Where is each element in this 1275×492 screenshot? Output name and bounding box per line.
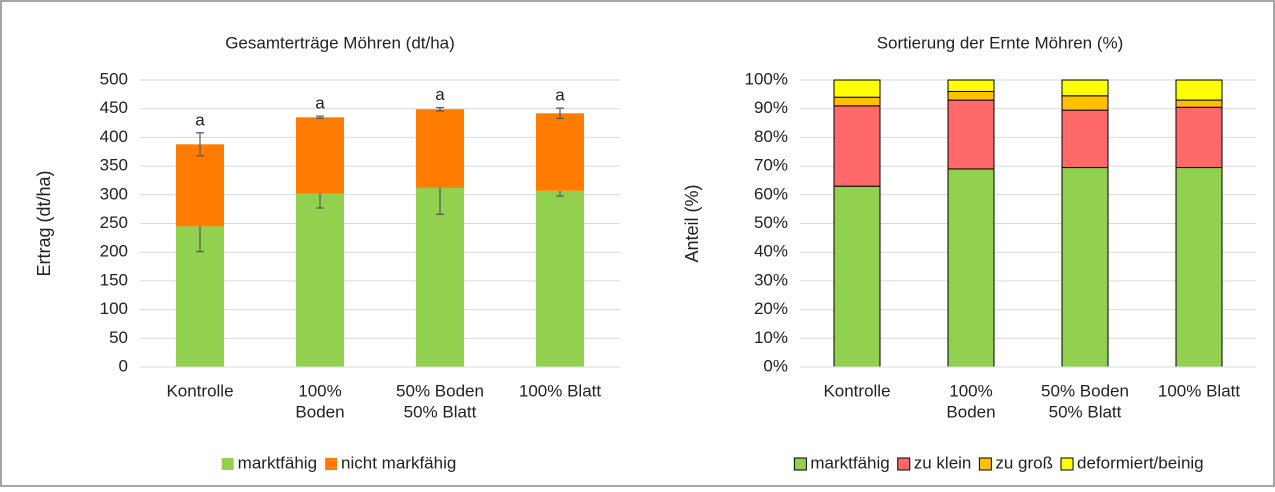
bar-segment xyxy=(1175,167,1223,368)
bar-segment xyxy=(296,193,344,367)
legend-label: zu klein xyxy=(914,453,972,472)
annotation: a xyxy=(195,110,205,129)
legend: marktfähig zu klein zu groß deformiert/bein… xyxy=(793,453,1204,472)
x-tick-label: 50% Boden xyxy=(396,381,484,400)
y-tick-label: 50 xyxy=(109,328,128,347)
bar-segment xyxy=(947,99,995,170)
bar-segment xyxy=(947,90,995,101)
y-tick-label: 300 xyxy=(100,184,128,203)
x-tick-label: 50% Blatt xyxy=(1049,402,1122,421)
legend-swatch xyxy=(1060,457,1074,471)
error-bar xyxy=(436,106,444,112)
y-axis-label: Anteil (%) xyxy=(682,184,702,262)
error-bar xyxy=(556,107,564,120)
y-tick-label: 450 xyxy=(100,98,128,117)
bar-segment xyxy=(416,109,464,188)
y-tick-label: 50% xyxy=(754,213,788,232)
chart-title: Sortierung der Ernte Möhren (%) xyxy=(877,33,1124,52)
y-tick-label: 80% xyxy=(754,127,788,146)
annotation: a xyxy=(555,86,565,105)
y-tick-label: 200 xyxy=(100,242,128,261)
bar-segment xyxy=(296,117,344,194)
y-tick-label: 20% xyxy=(754,299,788,318)
annotation: a xyxy=(315,94,325,113)
bar-segment xyxy=(833,79,881,98)
legend-swatch xyxy=(793,457,807,471)
x-tick-label: 100% Blatt xyxy=(519,381,601,400)
legend-swatch xyxy=(978,457,992,471)
x-tick-label: Kontrolle xyxy=(166,381,233,400)
bar-segment xyxy=(833,96,881,107)
bar-segment xyxy=(1061,79,1109,97)
y-tick-label: 0% xyxy=(763,356,788,375)
legend-swatch xyxy=(325,458,338,470)
x-tick-label: 50% Blatt xyxy=(404,402,477,421)
y-tick-label: 150 xyxy=(100,270,128,289)
y-tick-label: 40% xyxy=(754,242,788,261)
x-tick-label: Boden xyxy=(946,402,995,421)
error-bar xyxy=(316,115,324,120)
y-tick-label: 100% xyxy=(745,69,788,88)
bar-segment xyxy=(833,185,881,368)
y-tick-label: 30% xyxy=(754,270,788,289)
bar-segment xyxy=(833,105,881,187)
x-tick-label: 100% xyxy=(298,381,341,400)
legend-label: zu groß xyxy=(995,453,1053,472)
x-tick-label: 100% Blatt xyxy=(1158,381,1240,400)
bar-segment xyxy=(416,187,464,367)
bar-segment xyxy=(1175,99,1223,108)
legend-label: deformiert/beinig xyxy=(1077,453,1204,472)
y-tick-label: 10% xyxy=(754,328,788,347)
bar-segment xyxy=(176,144,224,227)
annotation: a xyxy=(435,85,445,104)
error-bar xyxy=(196,132,204,157)
y-tick-label: 0 xyxy=(119,356,128,375)
y-tick-label: 350 xyxy=(100,156,128,175)
legend: marktfähig nicht markfähig xyxy=(221,453,456,472)
bar-segment xyxy=(1175,79,1223,101)
y-tick-label: 400 xyxy=(100,127,128,146)
legend-label: nicht markfähig xyxy=(341,453,456,472)
legend-label: marktfähig xyxy=(238,453,317,472)
y-tick-label: 60% xyxy=(754,184,788,203)
y-tick-label: 90% xyxy=(754,98,788,117)
x-tick-label: 100% xyxy=(949,381,992,400)
bar-segment xyxy=(1175,106,1223,169)
bar-segment xyxy=(947,79,995,92)
y-tick-label: 500 xyxy=(100,69,128,88)
bar-segment xyxy=(947,168,995,368)
y-axis-label: Ertrag (dt/ha) xyxy=(34,170,54,276)
legend-swatch xyxy=(221,458,234,470)
bar-segment xyxy=(1061,95,1109,111)
bar-segment xyxy=(536,190,584,367)
y-tick-label: 70% xyxy=(754,156,788,175)
legend-label: marktfähig xyxy=(810,453,889,472)
bar-segment xyxy=(1061,109,1109,169)
y-tick-label: 250 xyxy=(100,213,128,232)
bar-segment xyxy=(1061,167,1109,368)
x-tick-label: Boden xyxy=(295,402,344,421)
x-tick-label: Kontrolle xyxy=(823,381,890,400)
legend-swatch xyxy=(897,457,911,471)
chart-title: Gesamterträge Möhren (dt/ha) xyxy=(225,33,455,52)
bar-segment xyxy=(536,113,584,191)
x-tick-label: 50% Boden xyxy=(1041,381,1129,400)
y-tick-label: 100 xyxy=(100,299,128,318)
